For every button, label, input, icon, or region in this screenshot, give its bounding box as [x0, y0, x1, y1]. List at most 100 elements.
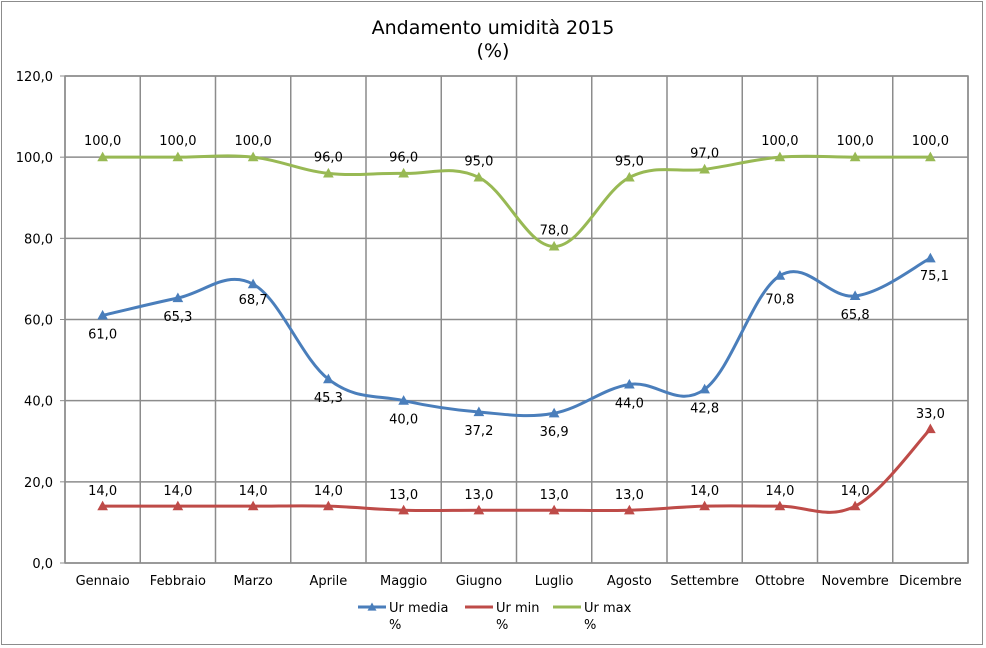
data-point-min: [323, 500, 334, 511]
data-label-media: 65,8: [841, 308, 870, 323]
data-point-media: [398, 395, 409, 405]
y-tick-label: 80,0: [24, 232, 53, 247]
data-label-min: 14,0: [314, 484, 343, 499]
data-point-media: [97, 309, 108, 320]
x-tick-label: Marzo: [233, 574, 272, 589]
x-tick-label: Luglio: [535, 574, 574, 589]
data-label-max: 96,0: [314, 150, 343, 165]
data-point-max: [172, 151, 184, 162]
data-point-max: [247, 151, 259, 162]
data-point-media: [774, 270, 786, 280]
data-label-media: 70,8: [765, 293, 794, 308]
data-label-max: 97,0: [690, 146, 719, 161]
data-label-max: 78,0: [540, 223, 569, 238]
x-tick-label: Settembre: [670, 574, 738, 589]
x-tick-label: Aprile: [310, 574, 348, 589]
data-point-max: [699, 163, 710, 174]
data-point-media: [323, 373, 334, 384]
data-label-min: 33,0: [916, 407, 945, 422]
data-label-min: 14,0: [690, 484, 719, 499]
data-label-max: 100,0: [761, 134, 798, 149]
legend-label-max: Ur max: [584, 601, 632, 616]
legend-unit-media: %: [389, 618, 401, 633]
plot-border: [64, 75, 969, 564]
legend-marker-media: [367, 602, 377, 611]
data-label-max: 96,0: [389, 150, 418, 165]
data-label-media: 36,9: [540, 425, 569, 440]
x-tick-label: Dicembre: [899, 574, 962, 589]
data-point-min: [172, 500, 184, 511]
data-label-min: 14,0: [163, 484, 192, 499]
y-tick-label: 100,0: [16, 151, 53, 166]
x-tick-label: Maggio: [380, 574, 427, 589]
data-label-max: 100,0: [912, 134, 949, 149]
data-point-media: [624, 378, 635, 389]
x-tick-label: Ottobre: [755, 574, 805, 589]
data-label-media: 68,7: [239, 293, 268, 308]
data-point-min: [849, 500, 861, 511]
data-point-max: [624, 171, 635, 182]
data-label-max: 100,0: [235, 134, 272, 149]
data-label-media: 42,8: [690, 401, 719, 416]
data-label-min: 14,0: [765, 484, 794, 499]
data-label-max: 100,0: [159, 134, 196, 149]
data-label-min: 13,0: [615, 488, 644, 503]
chart-title: Andamento umidità 2015: [372, 17, 615, 39]
data-point-media: [925, 252, 936, 263]
legend: Ur media% Ur min% Ur max%: [358, 601, 632, 633]
chart-subtitle: (%): [477, 40, 510, 62]
legend-label-min: Ur min: [496, 601, 540, 616]
data-point-min: [548, 504, 560, 515]
y-tick-label: 0,0: [32, 557, 53, 572]
y-tick-label: 40,0: [24, 395, 53, 410]
data-point-min: [97, 500, 108, 511]
data-label-max: 95,0: [464, 154, 493, 169]
data-label-media: 37,2: [464, 424, 493, 439]
data-label-max: 100,0: [84, 134, 121, 149]
x-tick-label: Novembre: [821, 574, 888, 589]
data-label-max: 100,0: [837, 134, 874, 149]
y-tick-label: 120,0: [16, 70, 53, 85]
data-label-min: 14,0: [841, 484, 870, 499]
data-point-max: [398, 167, 409, 178]
legend-unit-max: %: [584, 618, 596, 633]
data-label-min: 13,0: [389, 488, 418, 503]
data-point-min: [473, 504, 485, 515]
data-point-min: [925, 423, 936, 434]
data-label-min: 13,0: [464, 488, 493, 503]
data-point-max: [774, 151, 786, 162]
data-point-media: [699, 383, 710, 394]
data-point-min: [774, 500, 786, 511]
data-point-media: [473, 406, 485, 417]
data-label-min: 13,0: [540, 488, 569, 503]
data-point-max: [473, 171, 485, 182]
y-tick-label: 20,0: [24, 476, 53, 491]
data-point-max: [97, 151, 108, 162]
data-label-media: 40,0: [389, 413, 418, 428]
data-point-media: [247, 278, 259, 289]
data-point-min: [699, 500, 710, 511]
data-point-min: [624, 504, 635, 515]
data-label-min: 14,0: [88, 484, 117, 499]
data-label-min: 14,0: [239, 484, 268, 499]
data-label-media: 45,3: [314, 391, 343, 406]
x-tick-label: Febbraio: [150, 574, 206, 589]
x-tick-label: Gennaio: [76, 574, 130, 589]
data-label-media: 75,1: [920, 269, 949, 284]
data-point-max: [548, 240, 560, 251]
data-label-media: 44,0: [615, 396, 644, 411]
data-label-max: 95,0: [615, 154, 644, 169]
data-point-media: [172, 292, 184, 303]
legend-unit-min: %: [496, 618, 508, 633]
legend-label-media: Ur media: [389, 601, 448, 616]
data-label-media: 65,3: [163, 310, 192, 325]
data-point-min: [247, 500, 259, 511]
data-label-media: 61,0: [88, 327, 117, 342]
data-point-min: [398, 504, 409, 515]
data-point-media: [548, 407, 560, 418]
x-tick-label: Giugno: [456, 574, 502, 589]
x-tick-label: Agosto: [607, 574, 652, 589]
data-point-max: [925, 151, 936, 162]
y-tick-label: 60,0: [24, 314, 53, 329]
